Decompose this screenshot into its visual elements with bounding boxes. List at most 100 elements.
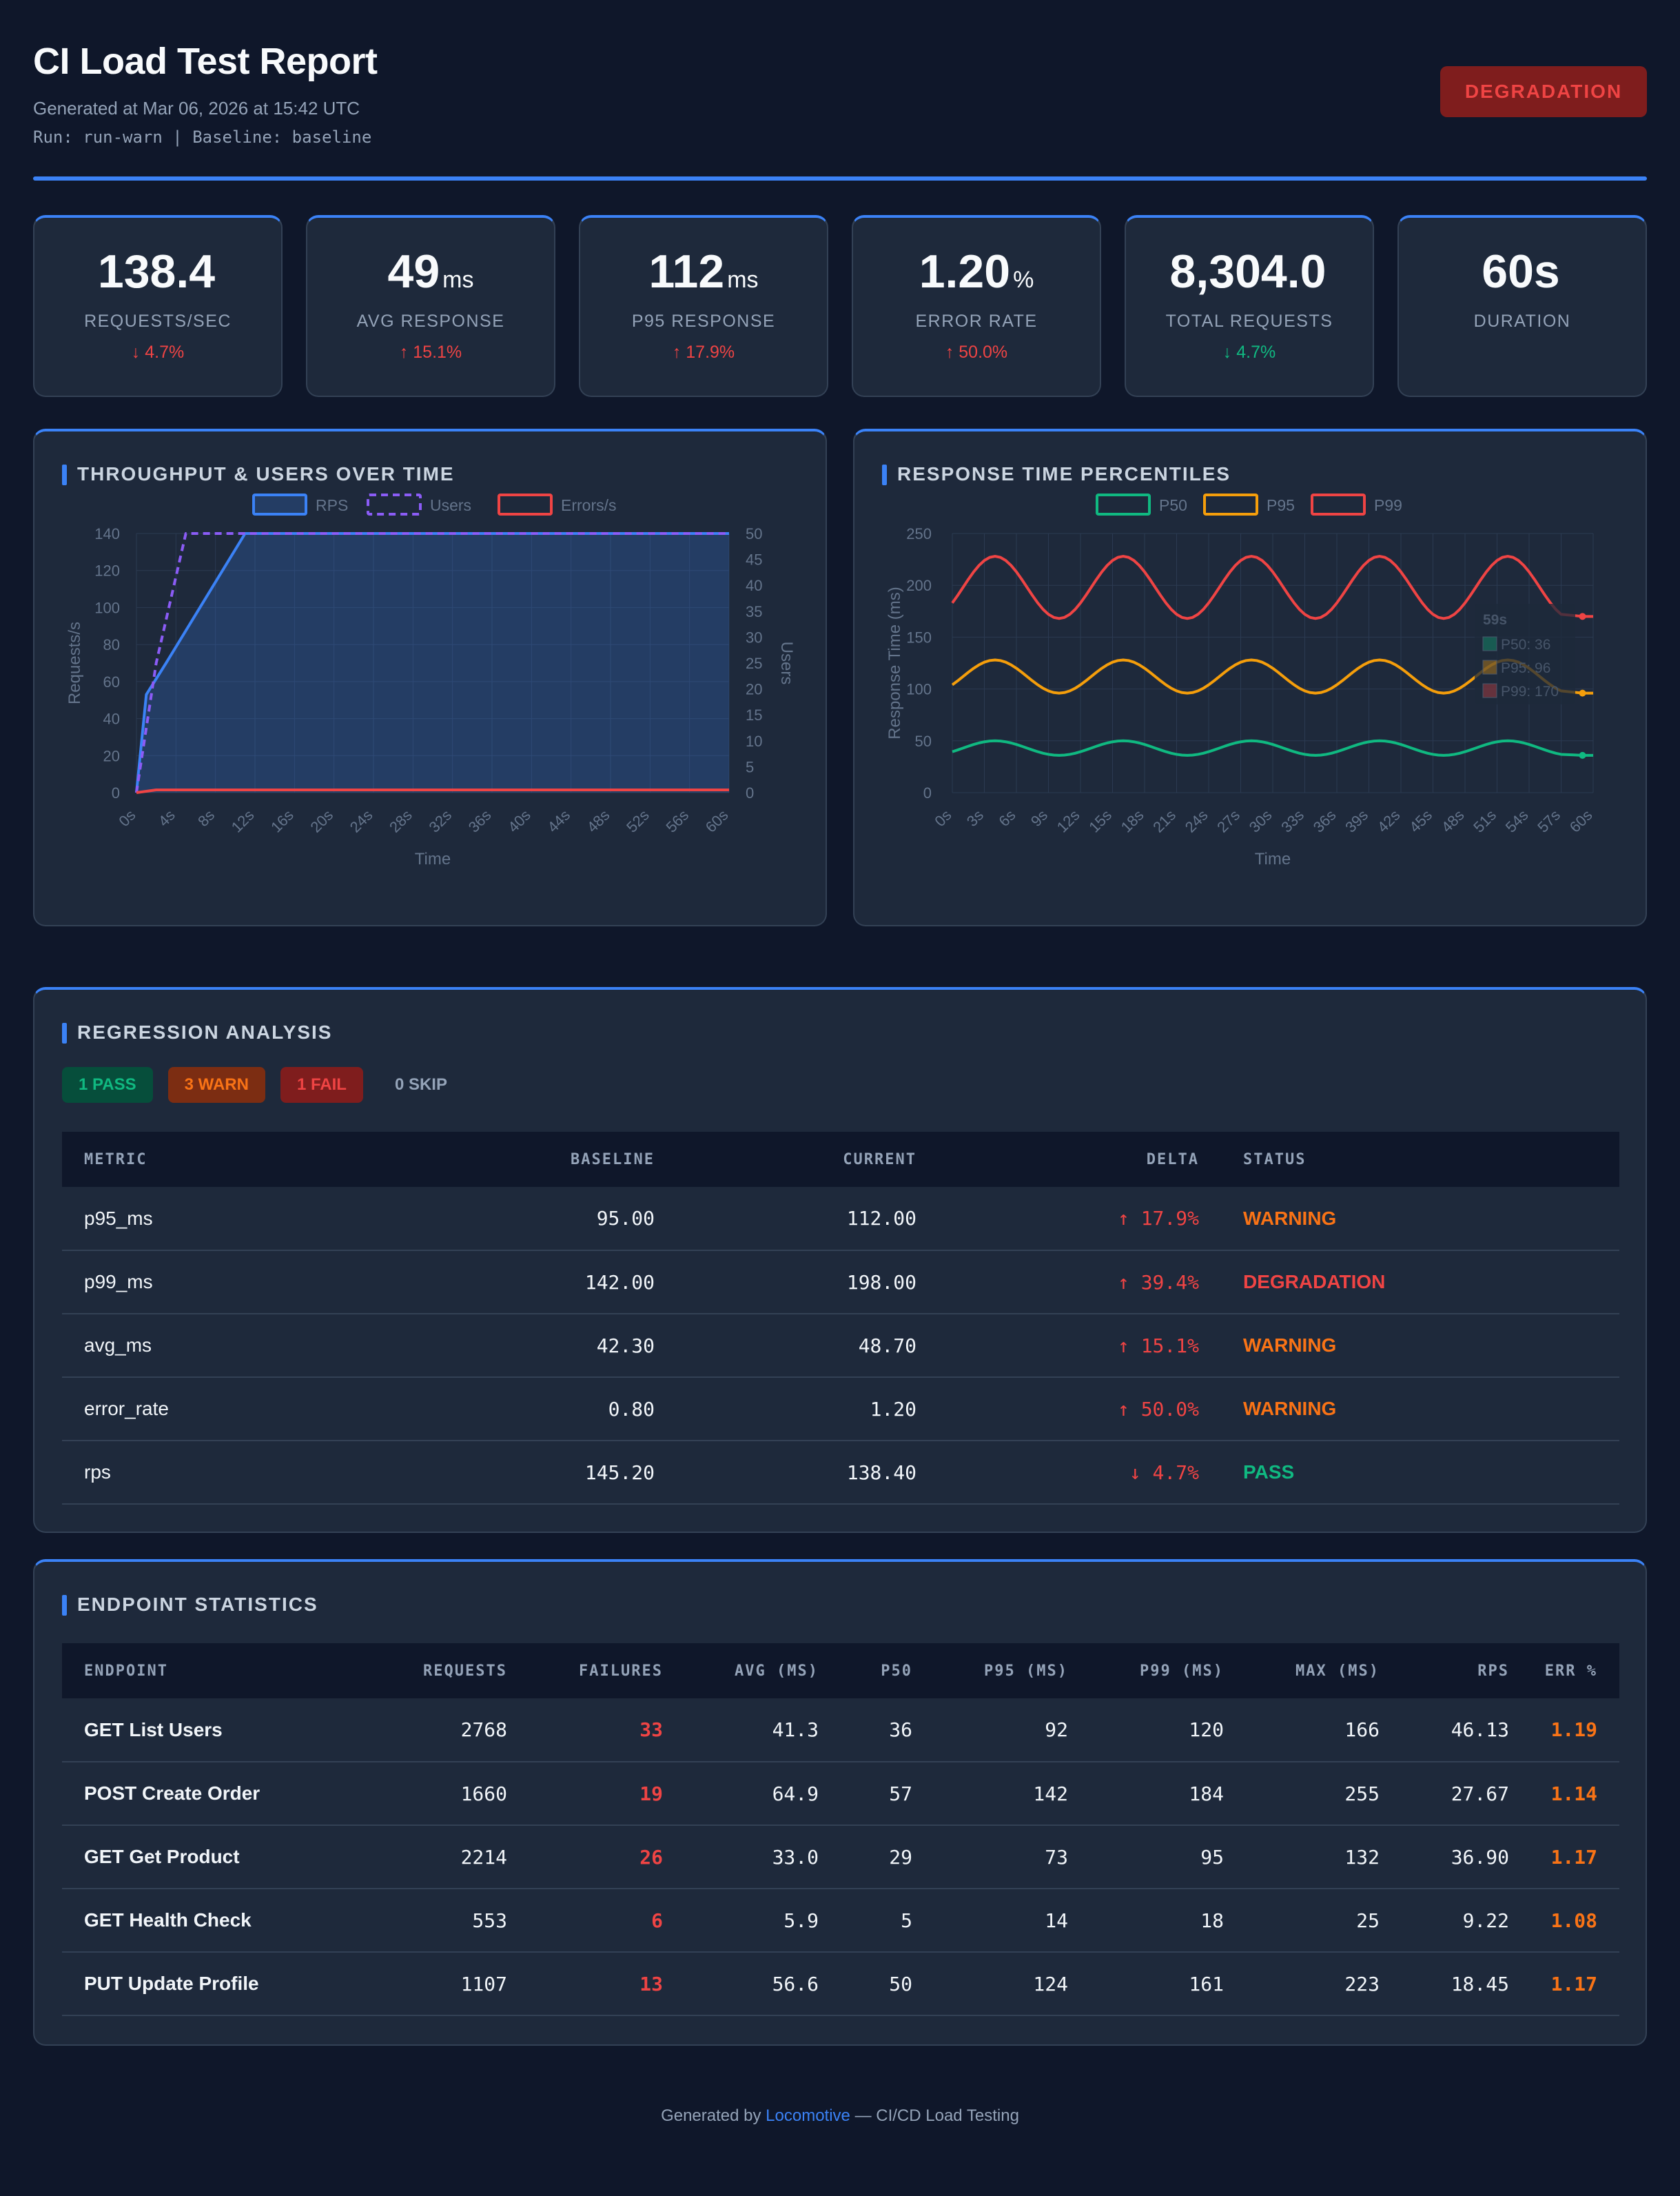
x-tick-label: 48s [584,806,613,836]
y-tick-label: 0 [112,784,120,802]
x-tick-label: 40s [504,806,534,836]
col-status: STATUS [1199,1132,1619,1187]
col-p50: P50 [819,1643,912,1698]
x-tick-label: 27s [1213,806,1243,836]
x-tick-label: 8s [194,806,218,830]
y2-tick-label: 30 [746,629,762,646]
x-tick-label: 20s [307,806,336,836]
x-tick-label: 16s [267,806,297,836]
current-value: 138.40 [655,1441,916,1505]
legend-swatch [498,494,553,516]
col-rps: RPS [1380,1643,1509,1698]
current-value: 48.70 [655,1314,916,1378]
legend-label: Errors/s [561,496,617,514]
cell-p99: 120 [1068,1698,1224,1762]
y2-axis-label: Users [777,642,796,685]
cell-failures: 13 [507,1952,663,2016]
card-label: TOTAL REQUESTS [1165,312,1333,331]
x-tick-label: 0s [931,806,954,830]
brand-link[interactable]: Locomotive [766,2106,850,2125]
x-tick-label: 28s [386,806,416,836]
delta-value: ↑ 39.4% [916,1250,1199,1314]
col-avg: AVG (MS) [663,1643,819,1698]
cell-requests: 2214 [351,1825,507,1889]
y2-tick-label: 45 [746,551,762,569]
endpoint-panel: ENDPOINT STATISTICS ENDPOINT REQUESTS FA… [33,1559,1647,2046]
x-tick-label: 36s [465,806,495,836]
y2-tick-label: 15 [746,706,762,724]
y-tick-label: 0 [923,784,932,802]
status-label: WARNING [1199,1377,1619,1441]
legend-label: RPS [316,496,348,514]
header-divider [33,176,1647,181]
x-tick-label: 32s [425,806,455,836]
endpoint-name: GET Health Check [62,1889,351,1953]
current-value: 112.00 [655,1187,916,1251]
status-label: PASS [1199,1441,1619,1505]
endpoint-name: GET List Users [62,1698,351,1762]
card-value: 60s [1482,245,1560,298]
baseline-value: 95.00 [393,1187,655,1251]
cell-p50: 50 [819,1952,912,2016]
tooltip-line: P95: 96 [1501,660,1550,676]
table-row: PUT Update Profile 1107 13 56.6 50 124 161 223 1… [62,1952,1619,2016]
card-label: REQUESTS/SEC [84,312,232,331]
delta-value: ↓ 4.7% [916,1441,1199,1505]
y-tick-label: 200 [906,577,932,594]
cell-max: 255 [1224,1762,1380,1826]
x-tick-label: 57s [1534,806,1564,836]
card-requests-per-sec: 138.4 REQUESTS/SEC ↓ 4.7% [33,215,283,397]
baseline-value: 142.00 [393,1250,655,1314]
tooltip-swatch [1482,683,1497,698]
cell-rps: 9.22 [1380,1889,1509,1953]
warn-count-badge: 3 WARN [167,1067,265,1103]
table-header-row: METRIC BASELINE CURRENT DELTA STATUS [62,1132,1619,1187]
tooltip-swatch [1482,660,1497,675]
series-line-p95 [951,658,1593,695]
series-line-p99 [951,555,1593,620]
legend-swatch [367,494,422,516]
x-tick-label: 56s [662,806,692,836]
series-line-errorss [136,788,729,794]
generated-timestamp: Generated at Mar 06, 2026 at 15:42 UTC [33,98,360,119]
cell-p99: 95 [1068,1825,1224,1889]
col-metric: METRIC [62,1132,393,1187]
cell-err: 1.14 [1509,1762,1619,1826]
x-tick-label: 3s [963,806,987,830]
x-tick-label: 52s [623,806,653,836]
table-row: GET Health Check 553 6 5.9 5 14 18 25 9.22 1.08 [62,1889,1619,1953]
y-axis-label: Requests/s [65,622,84,704]
x-tick-label: 18s [1118,806,1147,836]
card-p95-response: 112 ms P95 RESPONSE ↑ 17.9% [579,215,828,397]
x-tick-label: 0s [115,806,139,830]
overall-status-badge: DEGRADATION [1440,66,1647,117]
rps-area [136,533,729,793]
cell-avg: 5.9 [663,1889,819,1953]
footer: Generated by Locomotive — CI/CD Load Tes… [0,2106,1680,2126]
y-tick-label: 20 [103,747,120,764]
x-tick-label: 15s [1085,806,1115,836]
cell-avg: 56.6 [663,1952,819,2016]
cell-failures: 6 [507,1889,663,1953]
cell-err: 1.19 [1509,1698,1619,1762]
tooltip-line: P50: 36 [1501,637,1550,653]
col-max: MAX (MS) [1224,1643,1380,1698]
card-delta: ↓ 4.7% [1222,343,1276,362]
regression-panel: REGRESSION ANALYSIS 1 PASS 3 WARN 1 FAIL… [33,987,1647,1533]
cell-err: 1.17 [1509,1825,1619,1889]
table-row: p95_ms 95.00 112.00 ↑ 17.9% WARNING [62,1187,1619,1251]
table-row: avg_ms 42.30 48.70 ↑ 15.1% WARNING [62,1314,1619,1378]
x-tick-label: 44s [544,806,573,836]
x-tick-label: 12s [228,806,258,836]
x-tick-label: 48s [1438,806,1468,836]
cell-p50: 36 [819,1698,912,1762]
cell-rps: 46.13 [1380,1698,1509,1762]
result-badges: 1 PASS 3 WARN 1 FAIL 0 SKIP [62,1067,464,1103]
col-err: ERR % [1509,1643,1619,1698]
legend-swatch [252,494,307,516]
panel-title: THROUGHPUT & USERS OVER TIME [62,463,455,485]
legend-label: P50 [1159,496,1187,514]
x-tick-label: 30s [1246,806,1276,836]
col-delta: DELTA [916,1132,1199,1187]
metric-name: p95_ms [62,1187,393,1251]
